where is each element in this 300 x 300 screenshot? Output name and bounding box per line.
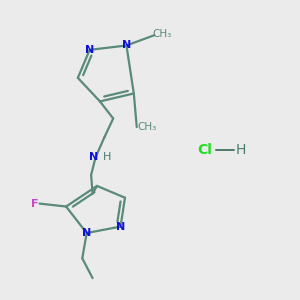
Text: H: H: [236, 143, 247, 157]
Text: Cl: Cl: [197, 143, 212, 157]
Text: N: N: [88, 152, 98, 162]
Text: N: N: [85, 45, 94, 55]
Text: CH₃: CH₃: [152, 29, 171, 39]
Text: N: N: [82, 228, 91, 238]
Text: F: F: [31, 199, 38, 208]
Text: CH₃: CH₃: [137, 122, 157, 132]
Text: N: N: [122, 40, 131, 50]
Text: N: N: [116, 222, 125, 232]
Text: H: H: [103, 152, 112, 162]
